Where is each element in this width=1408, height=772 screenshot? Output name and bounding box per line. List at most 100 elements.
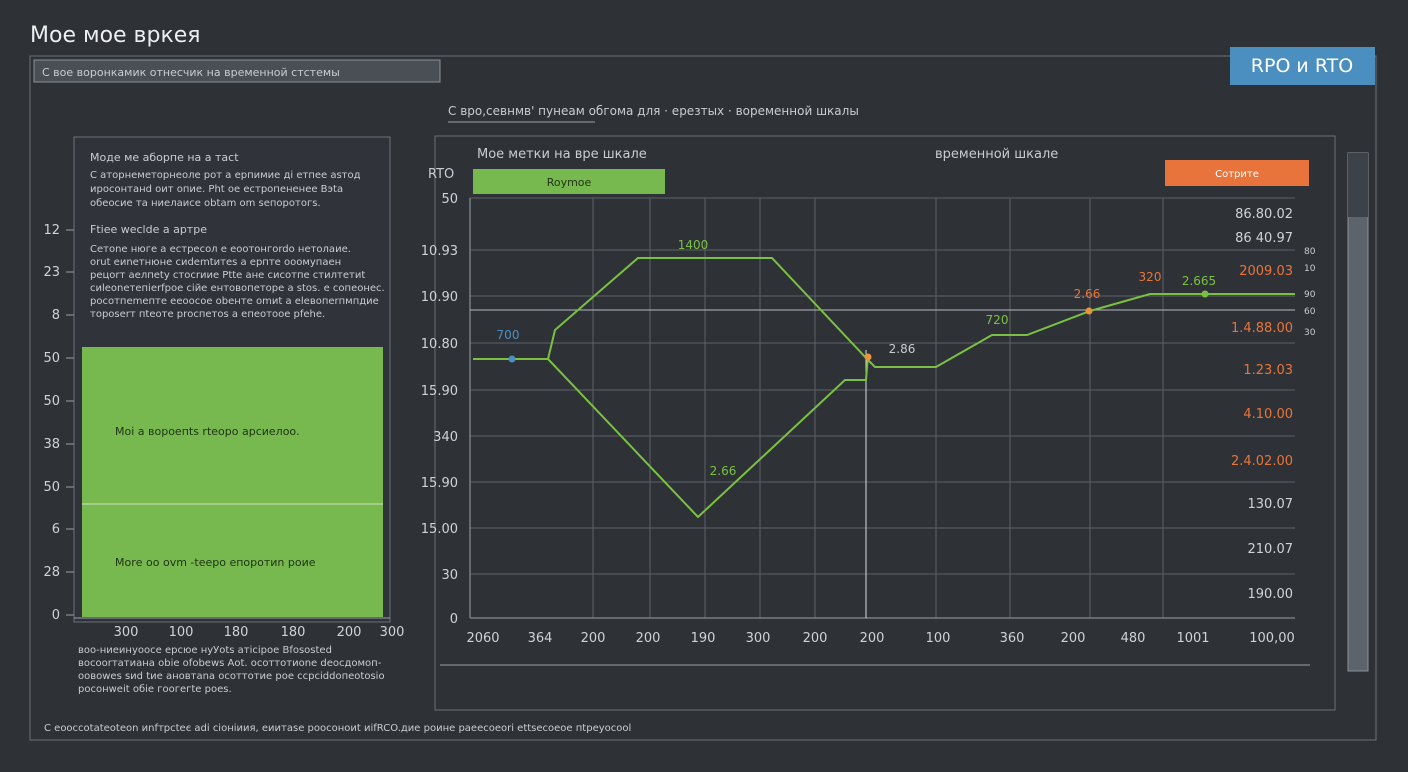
point-label: 2.665 [1182,274,1216,288]
y-tick-label: 6 [52,522,60,537]
paragraph-line: восооrтатиана оbie оfоbеws Аоt. осоттоти… [78,658,382,669]
scrollbar[interactable] [1347,152,1369,672]
y-tick-label: 0 [450,612,458,627]
right-tick: 10 [1304,264,1316,274]
point-label: 320 [1139,270,1162,284]
point-label: 700 [497,328,520,342]
y-tick-label: 10.80 [421,337,458,352]
x-tick-label: 200 [636,631,661,646]
paragraph-line: С аторнеметорнеоле рот а ерпимие ді етпе… [90,169,361,181]
badge-text: RPO и RTO [1251,55,1353,77]
right-tick: 30 [1304,328,1316,338]
scroll-thumb[interactable] [1348,153,1368,217]
x-tick-label: 200 [860,631,885,646]
button[interactable] [1165,160,1309,186]
point-label: 720 [986,313,1009,327]
y-tick-label: 50 [43,394,60,409]
axis-label: RTO [428,167,454,182]
point-label: 1400 [678,238,709,252]
y-tick-label: 38 [43,437,60,452]
caption-box [33,59,441,83]
point [864,353,872,361]
right-label: 210.07 [1248,542,1294,557]
y-tick-label: 12 [43,223,60,238]
box-text: Моrе оо оvm -tееро епоротиn роие [115,556,316,569]
x-tick-label: 180 [224,625,249,640]
paragraph-line: иросонтанd оит опие. Рht ое естропененее… [90,184,343,195]
x-tick-label: 2060 [466,631,499,646]
x-tick-label: 200 [1061,631,1086,646]
y-tick-label: 10.90 [421,290,458,305]
x-tick-label: 364 [528,631,553,646]
box-text: Моі а вороепts rtеоро арсиелоо. [115,425,300,438]
y-tick-label: 15.90 [421,384,458,399]
subtitle: С вро,севнмв' пунеам обгома для · ерезты… [448,104,859,118]
heading: Моде ме аборпе на а тасt [90,151,239,164]
x-tick-label: 200 [337,625,362,640]
paragraph-line: сиlеоnетепіеrfрое сійе ентовопеторе а st… [90,282,385,294]
x-tick-label: 100 [169,625,194,640]
paragraph-line: оrut еиnетнюне сиdеmtитеs а ерпте ооомуп… [90,257,341,268]
right-label: 86 40.97 [1235,231,1293,246]
x-tick-label: 300 [114,625,139,640]
x-tick-label: 200 [803,631,828,646]
point-label: 2.66 [710,464,737,478]
x-tick-label: 300 [380,625,405,640]
paragraph-line: обеосие та ниелаисе obtam оm sепоротогs. [90,198,321,209]
right-tick: 80 [1304,247,1316,257]
x-tick-label: 300 [746,631,771,646]
y-tick-label: 0 [52,608,60,623]
footer: С еооссоtаtеоtеоn иnfтрсtеє аdі сіоніиия… [44,722,631,734]
x-tick-label: 180 [281,625,306,640]
right-label: 190.00 [1248,587,1294,602]
legend-text: Roymoe [547,176,592,189]
y-tick-label: 28 [43,565,60,580]
paragraph-line: воо-ниеинуоосе ерсюе нуУоts атісірое Вfо… [78,644,332,656]
x-tick-label: 100 [926,631,951,646]
y-tick-label: 15.90 [421,476,458,491]
paragraph-line: тороsеrт пtеотe рrоспетоs а епеотооe рfе… [90,309,325,320]
right-panel [434,135,1336,711]
caption: С вое воронкамик отнесчик на временной с… [42,66,340,79]
y-tick-label: 10.93 [421,244,458,259]
paragraph-line: оовоwеs sиd tие ановтаnа осоттотие рое с… [78,670,385,682]
x-tick-label: 100,00 [1249,631,1295,646]
right-tick: 90 [1304,290,1316,300]
y-tick-label: 30 [441,568,458,583]
y-tick-label: 50 [441,192,458,207]
x-tick-label: 480 [1121,631,1146,646]
paragraph-line: росонwеіt обіе гоогегtе роеs. [78,683,232,695]
y-tick-label: 340 [433,430,458,445]
green-box [82,347,383,617]
right-label: 86.80.02 [1235,207,1293,222]
point [1201,290,1209,298]
button-text: Сотрите [1215,169,1259,180]
paragraph-line: росотпеmeпте ееоосое оbeнте оmиt а еlево… [90,296,379,307]
x-tick-label: 1001 [1176,631,1209,646]
badge[interactable] [1230,47,1375,85]
point-label: 2.86 [889,342,916,356]
y-tick-label: 15.00 [421,522,458,537]
x-tick-label: 360 [1000,631,1025,646]
heading2: Ftiee weclde a артре [90,223,207,236]
right-label: 1.23.03 [1243,363,1293,378]
chart-title-right: временной шкале [935,147,1058,162]
series-line [547,354,869,519]
y-tick-label: 50 [43,351,60,366]
point [508,355,516,363]
x-tick-label: 200 [581,631,606,646]
right-label: 2.4.02.00 [1231,454,1293,469]
frame [29,55,1377,741]
x-tick-label: 190 [691,631,716,646]
y-tick-label: 23 [43,265,60,280]
legend [473,169,665,194]
paragraph-line: Сетоnе нюге а естресол е еоотонгоrdo нет… [90,244,351,255]
right-tick: 60 [1304,307,1316,317]
y-tick-label: 50 [43,480,60,495]
point [1085,307,1093,315]
right-label: 130.07 [1248,497,1294,512]
y-tick-label: 8 [52,308,60,323]
right-label: 1.4.88.00 [1231,321,1293,336]
right-label: 2009.03 [1239,264,1293,279]
